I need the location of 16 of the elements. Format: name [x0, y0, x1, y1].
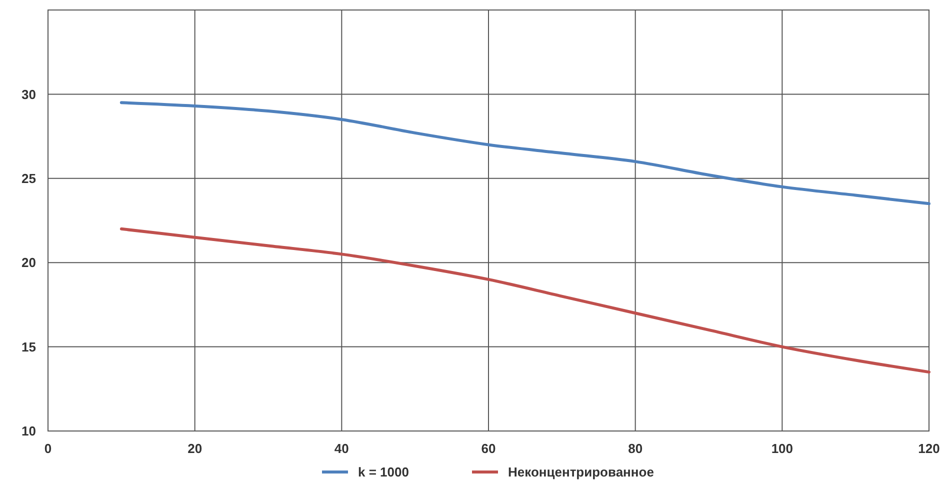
x-tick-label: 60 — [481, 441, 496, 456]
line-series — [120, 101, 930, 206]
x-tick-label: 80 — [628, 441, 643, 456]
x-tick-label: 100 — [771, 441, 794, 456]
x-tick-label: 120 — [918, 441, 940, 456]
y-tick-label: 10 — [22, 424, 36, 439]
x-tick-label: 20 — [188, 441, 202, 456]
y-tick-label: 15 — [22, 339, 36, 354]
y-tick-label: 30 — [22, 86, 36, 102]
legend-label: k = 1000 — [358, 464, 409, 480]
y-tick-label: 25 — [22, 170, 36, 186]
y-tick-label: 20 — [22, 255, 36, 270]
line-series — [120, 227, 930, 374]
x-tick-label: 0 — [44, 441, 52, 456]
legend-label: Неконцентрированное — [508, 464, 654, 480]
x-tick-label: 40 — [334, 441, 349, 456]
